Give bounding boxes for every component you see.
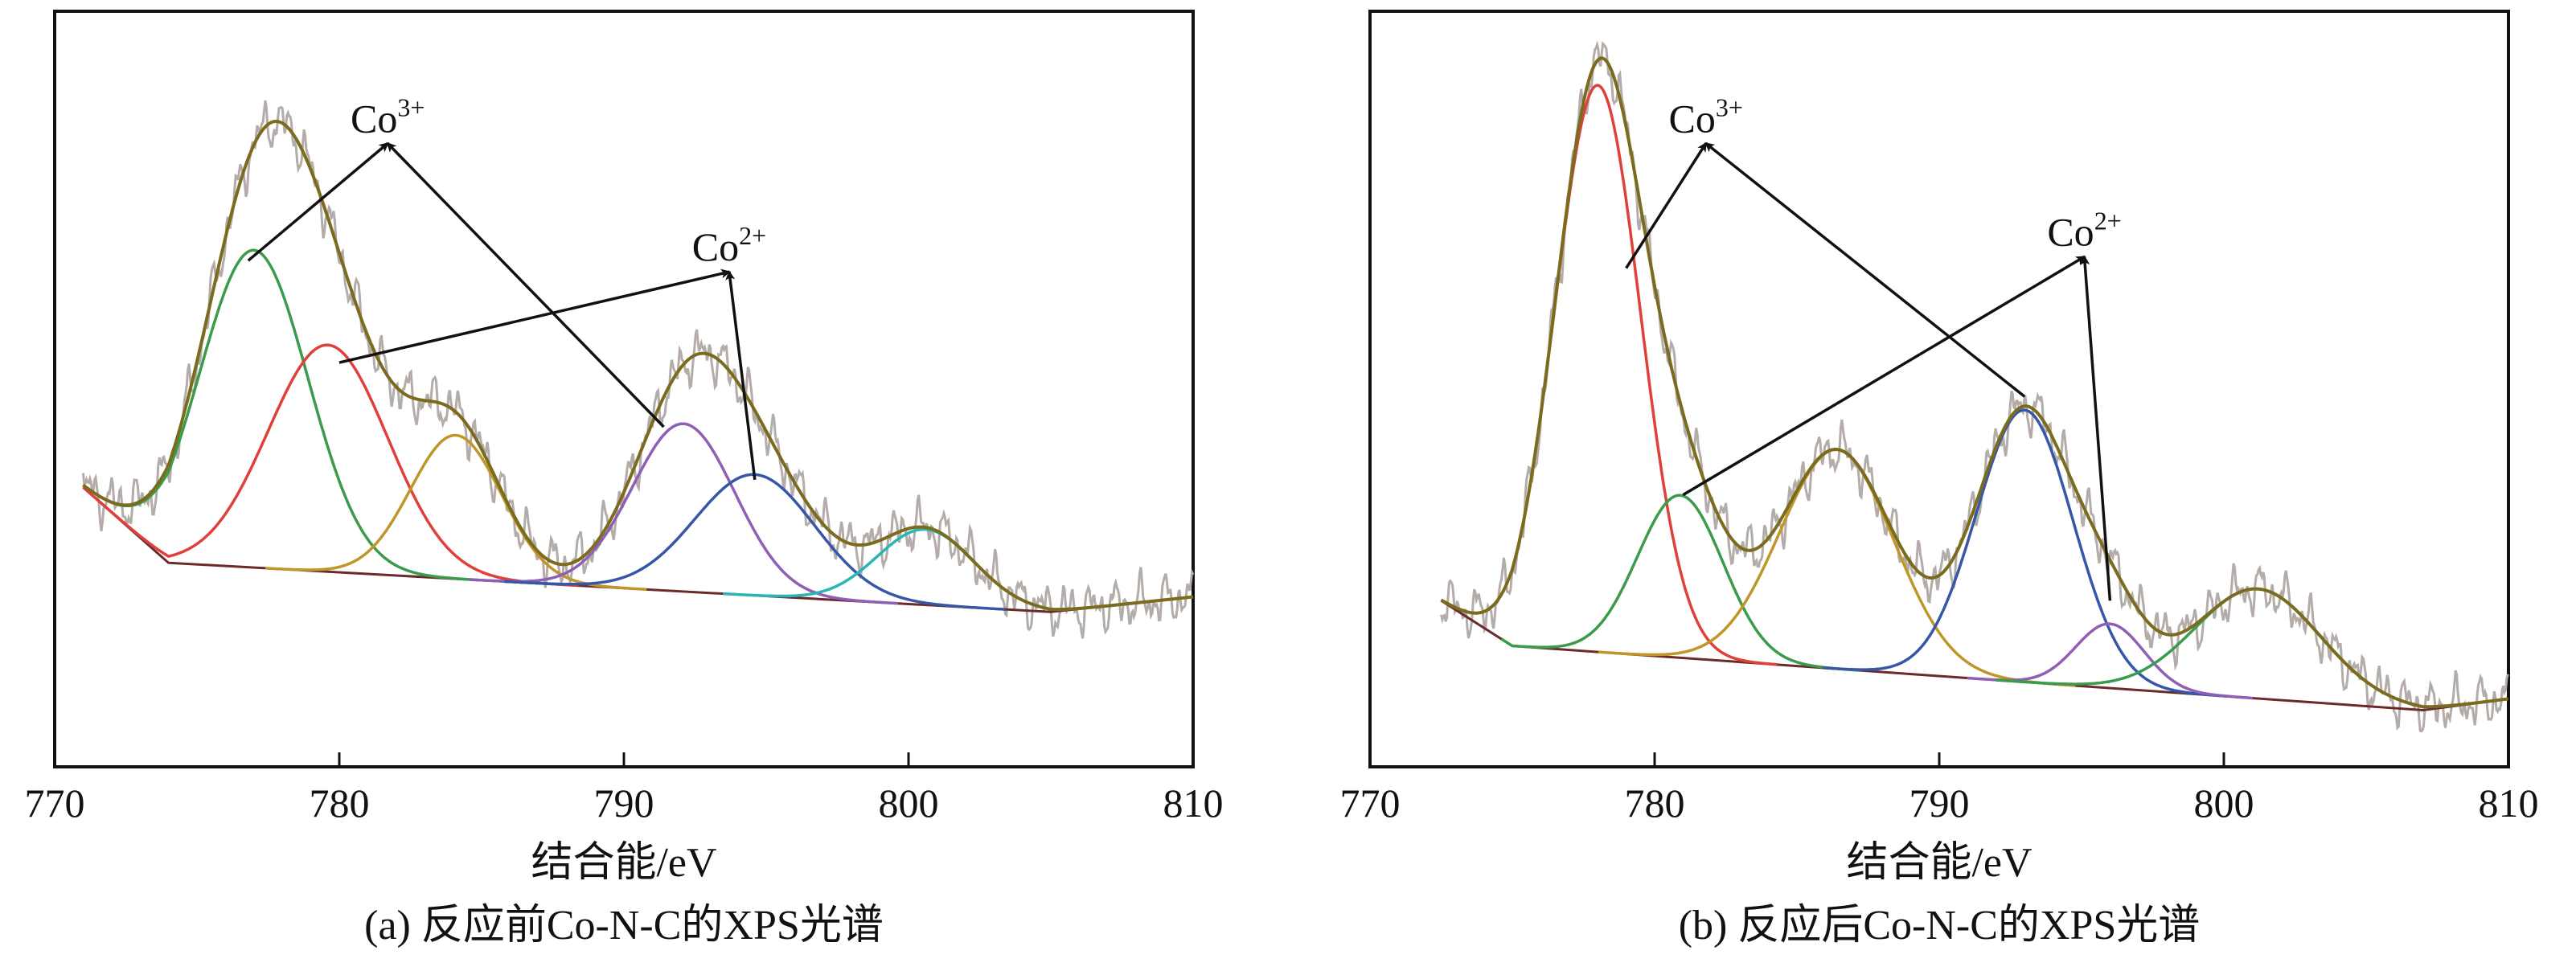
annotation-label: Co2+ xyxy=(692,221,766,269)
panel-a: Co3+ Co2+ 770 780 790 800 810 结合能/eV (a) 反应前C… xyxy=(25,10,1224,948)
fit-peak-purple xyxy=(469,422,899,605)
chart-marks xyxy=(1440,40,2509,733)
x-axis-label: 结合能/eV xyxy=(1846,840,2032,886)
x-tick-label: 780 xyxy=(310,780,370,826)
annotation-arrow xyxy=(725,270,757,481)
raw-spectrum-line xyxy=(1440,40,2509,733)
annotations: Co3+ Co2+ xyxy=(1625,92,2122,601)
x-tick-label: 770 xyxy=(25,780,85,826)
x-axis-label: 结合能/eV xyxy=(531,840,716,886)
annotation-arrow xyxy=(386,141,665,428)
annotation-arrow xyxy=(1625,141,1708,269)
fit-peak-orange xyxy=(1598,448,2076,687)
x-tick-label: 810 xyxy=(1163,780,1224,826)
annotations: Co3+ Co2+ xyxy=(247,92,766,481)
fit-peak-blue xyxy=(504,473,1006,611)
fit-peak-green xyxy=(1500,494,1860,672)
baseline-line xyxy=(1440,599,2509,712)
annotation-arrow xyxy=(1704,142,2026,398)
annotation-label: Co3+ xyxy=(1669,92,1743,141)
x-ticks: 770 780 790 800 810 xyxy=(1340,752,2539,826)
annotation-label: Co3+ xyxy=(351,92,425,141)
x-ticks: 770 780 790 800 810 xyxy=(25,752,1224,826)
raw-spectrum-line xyxy=(81,100,1195,639)
x-tick-label: 800 xyxy=(2194,780,2254,826)
x-tick-label: 810 xyxy=(2479,780,2539,826)
annotation-arrow xyxy=(338,268,731,364)
panel-caption: (b) 反应后Co-N-C的XPS光谱 xyxy=(1679,903,2201,948)
x-tick-label: 790 xyxy=(594,780,654,826)
x-tick-label: 800 xyxy=(879,780,939,826)
annotation-label: Co2+ xyxy=(2047,206,2121,254)
fit-envelope-line xyxy=(82,120,1194,612)
fit-peak-green xyxy=(82,248,481,582)
panel-b: Co3+ Co2+ 770 780 790 800 810 结合能/eV (b) 反应后C… xyxy=(1340,10,2539,948)
x-tick-label: 780 xyxy=(1625,780,1685,826)
fit-peak-blue xyxy=(1822,408,2229,699)
fit-envelope-line xyxy=(1440,56,2508,709)
fit-peak-cyan xyxy=(723,527,1129,611)
plot-frame xyxy=(53,10,1195,768)
annotation-arrow xyxy=(2080,255,2112,601)
x-tick-label: 770 xyxy=(1340,780,1401,826)
x-tick-label: 790 xyxy=(1909,780,1970,826)
panel-caption: (a) 反应前Co-N-C的XPS光谱 xyxy=(364,903,884,948)
fit-peak-orange xyxy=(265,433,647,592)
fit-peak-red xyxy=(82,343,579,588)
chart-marks xyxy=(81,100,1195,639)
fit-peak-red xyxy=(1440,84,1778,666)
annotation-arrow xyxy=(1682,255,2086,497)
annotation-arrow xyxy=(247,142,389,262)
